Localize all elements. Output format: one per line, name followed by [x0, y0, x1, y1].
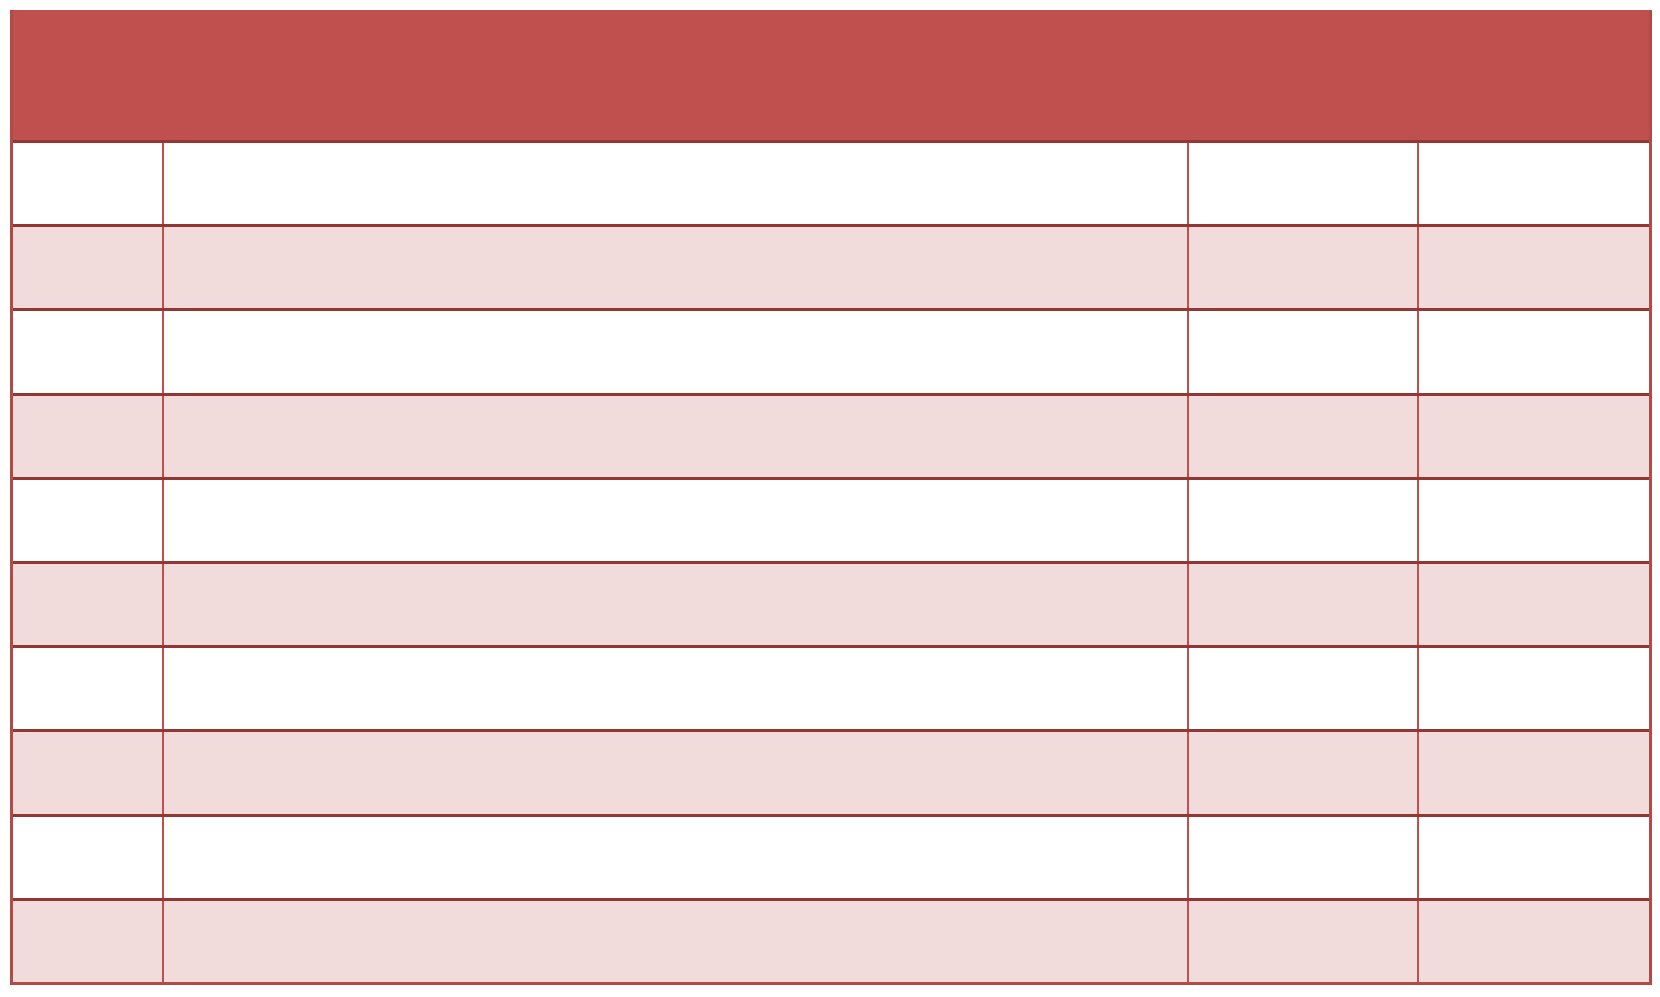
table-cell[interactable] — [164, 311, 1189, 393]
table-row — [13, 564, 1649, 649]
table-cell[interactable] — [1189, 143, 1419, 225]
table-cell[interactable] — [164, 479, 1189, 562]
table-cell[interactable] — [1189, 395, 1419, 477]
table-cell[interactable] — [1189, 227, 1419, 309]
table-cell[interactable] — [1189, 816, 1419, 898]
table-cell[interactable] — [1419, 732, 1649, 813]
table-cell[interactable] — [164, 143, 1189, 225]
table-row — [13, 395, 1649, 480]
table-row — [13, 143, 1649, 228]
table-cell[interactable] — [1189, 311, 1419, 393]
table-cell[interactable] — [13, 816, 164, 898]
table-cell[interactable] — [1189, 648, 1419, 730]
table-cell[interactable] — [13, 143, 164, 225]
table-cell[interactable] — [13, 648, 164, 730]
table-cell[interactable] — [1419, 311, 1649, 392]
table-cell[interactable] — [164, 395, 1189, 477]
table-cell[interactable] — [13, 227, 164, 309]
styled-table — [10, 10, 1652, 985]
table-row — [13, 648, 1649, 733]
table-cell[interactable] — [1189, 564, 1419, 646]
table-row — [13, 732, 1649, 817]
table-cell[interactable] — [1419, 227, 1649, 308]
table-cell[interactable] — [1189, 732, 1419, 814]
table-body — [13, 143, 1649, 983]
table-cell[interactable] — [13, 564, 164, 646]
table-cell[interactable] — [1419, 817, 1649, 898]
table-cell[interactable] — [13, 311, 164, 393]
table-row — [13, 816, 1649, 901]
table-cell[interactable] — [1419, 564, 1649, 645]
table-row — [13, 311, 1649, 396]
table-cell[interactable] — [164, 816, 1189, 898]
table-header-row[interactable] — [13, 10, 1649, 143]
table-cell[interactable] — [1419, 143, 1649, 224]
table-cell[interactable] — [164, 732, 1189, 814]
table-cell[interactable] — [1189, 900, 1419, 983]
table-cell[interactable] — [1419, 648, 1649, 729]
table-cell[interactable] — [1189, 479, 1419, 562]
table-cell[interactable] — [13, 900, 164, 983]
table-row — [13, 900, 1649, 983]
table-cell[interactable] — [164, 564, 1189, 646]
table-cell[interactable] — [1419, 480, 1649, 561]
table-cell[interactable] — [164, 227, 1189, 309]
table-row — [13, 227, 1649, 312]
table-cell[interactable] — [164, 648, 1189, 730]
table-cell[interactable] — [13, 479, 164, 562]
table-cell[interactable] — [13, 732, 164, 814]
table-cell[interactable] — [1419, 396, 1649, 477]
table-cell[interactable] — [1419, 901, 1649, 982]
table-cell[interactable] — [13, 395, 164, 477]
table-row — [13, 479, 1649, 565]
table-cell[interactable] — [164, 900, 1189, 983]
